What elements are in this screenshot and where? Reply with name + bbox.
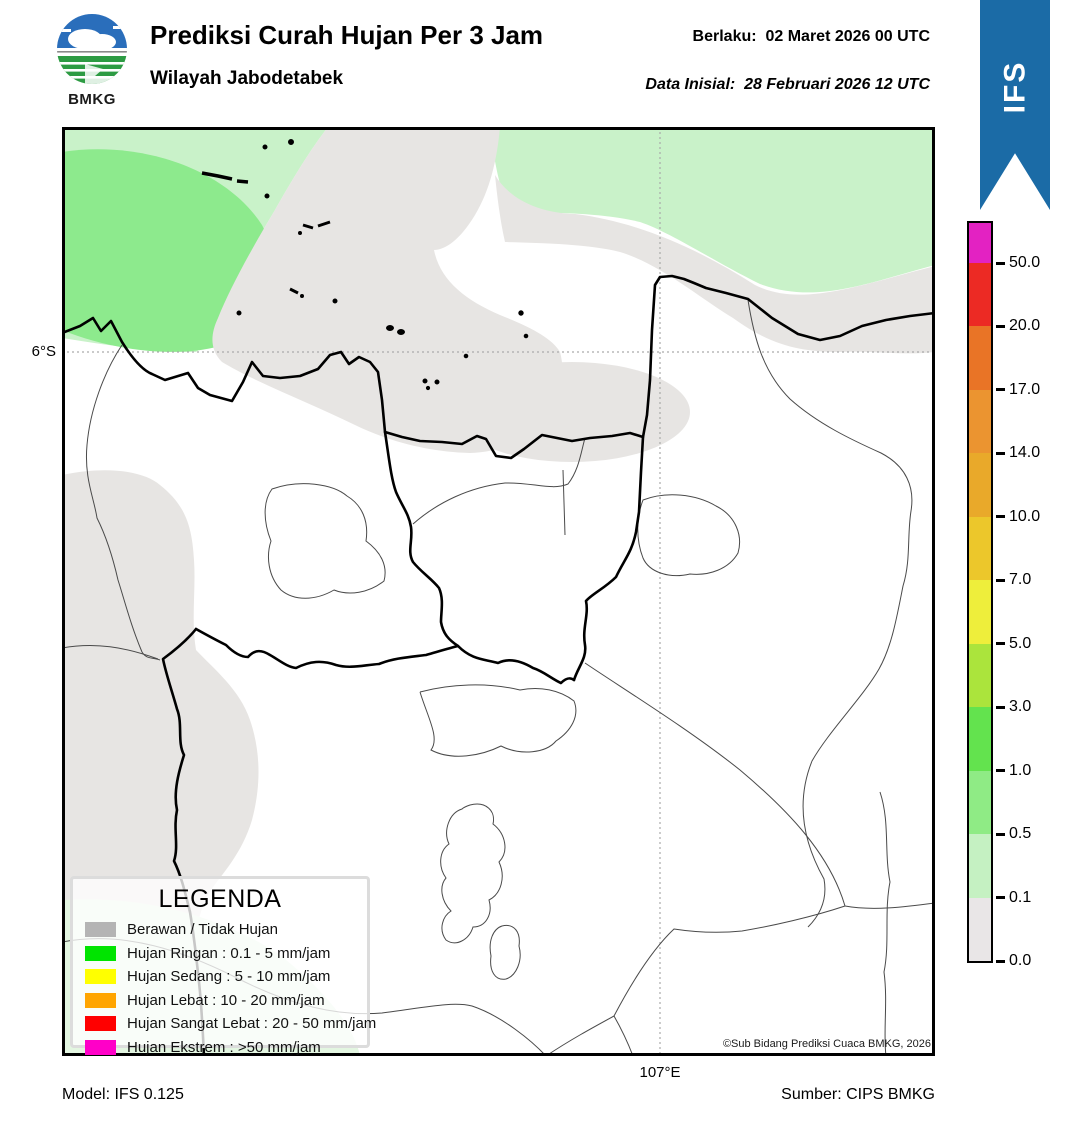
coastline — [62, 274, 935, 460]
legend-label: Hujan Sedang : 5 - 10 mm/jam — [127, 968, 331, 986]
colorbar-tick-label: 50.0 — [1009, 254, 1041, 271]
border-jakarta-west — [383, 430, 460, 648]
colorbar-segment — [969, 707, 991, 771]
colorbar — [967, 221, 993, 963]
colorbar-tick-label: 17.0 — [1009, 380, 1041, 398]
colorbar-tick — [996, 769, 1005, 773]
bmkg-logo-icon — [57, 14, 127, 84]
colorbar-tick — [996, 959, 1005, 963]
legend-swatch — [85, 922, 116, 938]
legend-label: Hujan Sangat Lebat : 20 - 50 mm/jam — [127, 1015, 377, 1033]
legend-swatch — [85, 969, 116, 985]
colorbar-segment — [969, 580, 991, 644]
map-frame — [62, 127, 935, 1056]
colorbar-tick — [996, 324, 1005, 328]
model-label: Model: IFS 0.125 — [62, 1086, 184, 1103]
colorbar-segment — [969, 834, 991, 898]
shade-cloud-bay — [454, 362, 690, 462]
legend-swatch — [85, 1016, 116, 1032]
valid-time-line: Berlaku: 02 Maret 2026 00 UTC — [693, 28, 930, 46]
legend-row: Hujan Sangat Lebat : 20 - 50 mm/jam — [85, 1012, 376, 1036]
legend-label: Hujan Ringan : 0.1 - 5 mm/jam — [127, 944, 331, 962]
border-jakarta-east — [572, 435, 645, 682]
latitude-label: 6°S — [31, 343, 56, 360]
legend-row: Hujan Sedang : 5 - 10 mm/jam — [85, 965, 367, 989]
legend-label: Berawan / Tidak Hujan — [127, 921, 278, 939]
colorbar-tick-label: 1.0 — [1009, 761, 1032, 779]
colorbar-tick-label: 3.0 — [1009, 698, 1032, 716]
colorbar-tick — [996, 388, 1005, 392]
legend-row: Hujan Ekstrem : >50 mm/jam — [85, 1036, 367, 1060]
legend-row: Hujan Ringan : 0.1 - 5 mm/jam — [85, 942, 367, 966]
model-tag: IFS — [997, 60, 1031, 114]
legend-rows: Berawan / Tidak Hujan Hujan Ringan : 0.1 … — [73, 918, 376, 1060]
page-subtitle: Wilayah Jabodetabek — [150, 68, 344, 89]
colorbar-segment — [969, 223, 991, 263]
map-copyright: ©Sub Bidang Prediksi Cuaca BMKG, 2026 — [722, 1038, 931, 1050]
colorbar-segment — [969, 326, 991, 390]
colorbar-tick — [996, 261, 1005, 265]
shade-light-rain-right — [490, 127, 935, 293]
legend-row: Berawan / Tidak Hujan — [85, 918, 367, 942]
colorbar-tick — [996, 578, 1005, 582]
colorbar-tick — [996, 896, 1005, 900]
shade-cloud-middle — [212, 127, 563, 453]
shade-cloud-right-band — [495, 175, 935, 354]
colorbar-segment — [969, 389, 991, 454]
colorbar-tick-label: 14.0 — [1009, 444, 1041, 462]
colorbar-tick-label: 20.0 — [1009, 317, 1041, 335]
colorbar-tick-label: 0.0 — [1009, 952, 1032, 969]
colorbar-tick-label: 7.0 — [1009, 571, 1032, 589]
islands — [201, 139, 529, 391]
valid-time-value: 02 Maret 2026 00 UTC — [765, 28, 930, 45]
legend-box: LEGENDA Berawan / Tidak Hujan Hujan Ringa… — [70, 876, 376, 1056]
colorbar-segment — [969, 897, 991, 961]
colorbar-tick — [996, 705, 1005, 709]
colorbar-tick — [996, 642, 1005, 646]
legend-swatch — [85, 992, 116, 1008]
colorbar-tick-label: 0.5 — [1009, 825, 1032, 843]
bmkg-logo-label: BMKG — [68, 91, 116, 108]
legend-swatch — [85, 1039, 116, 1055]
bmkg-logo: BMKG — [50, 12, 134, 108]
colorbar-tick-label: 5.0 — [1009, 634, 1032, 652]
colorbar-tick — [996, 451, 1005, 455]
colorbar-segment — [969, 263, 991, 327]
colorbar-segment — [969, 643, 991, 708]
valid-time-label: Berlaku: — [692, 28, 757, 45]
init-time-line: Data Inisial: 28 Februari 2026 12 UTC — [645, 76, 930, 94]
colorbar-tick-label: 10.0 — [1009, 507, 1041, 525]
legend-title: LEGENDA — [158, 885, 282, 913]
colorbar-tick-label: 0.1 — [1009, 888, 1032, 906]
longitude-label: 107°E — [639, 1064, 681, 1081]
legend-swatch — [85, 945, 116, 961]
source-label: Sumber: CIPS BMKG — [781, 1086, 935, 1103]
ifs-ribbon-inner: IFS — [980, 52, 1050, 122]
page-title: Prediksi Curah Hujan Per 3 Jam — [150, 20, 544, 50]
colorbar-segment — [969, 770, 991, 835]
shade-light-rain-mid-blob — [62, 149, 274, 352]
border-south-eastwest — [194, 627, 576, 685]
legend-row: Hujan Lebat : 10 - 20 mm/jam — [85, 989, 367, 1013]
legend-label: Hujan Ekstrem : >50 mm/jam — [127, 1038, 321, 1056]
init-time-label: Data Inisial: — [645, 76, 736, 93]
init-time-value: 28 Februari 2026 12 UTC — [744, 76, 930, 93]
colorbar-segment — [969, 516, 991, 581]
colorbar-tick — [996, 832, 1005, 836]
colorbar-tick — [996, 515, 1005, 519]
colorbar-segment — [969, 453, 991, 517]
legend-label: Hujan Lebat : 10 - 20 mm/jam — [127, 991, 325, 1009]
